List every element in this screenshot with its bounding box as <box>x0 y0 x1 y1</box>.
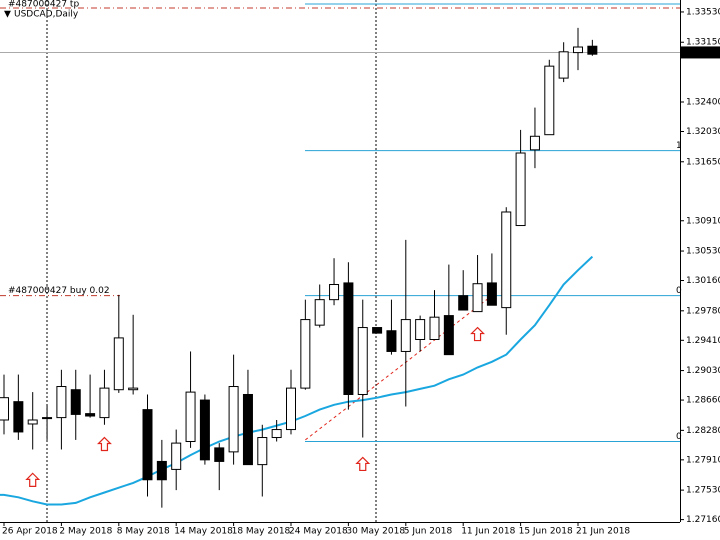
candle-body <box>242 393 253 466</box>
candle-body <box>443 315 454 356</box>
candle-body <box>458 295 469 311</box>
y-tick-label: 1.33530 <box>686 7 720 17</box>
candle-body <box>27 419 38 425</box>
candle-body <box>573 46 583 54</box>
bid-tag <box>681 46 720 59</box>
candle-body <box>56 386 67 419</box>
y-tick-label: 1.30530 <box>686 247 720 257</box>
candle-body <box>199 399 210 461</box>
y-tick-label: 1.32030 <box>686 127 720 137</box>
x-tick-label: 8 May 2018 <box>117 527 170 537</box>
candle-body <box>501 211 512 309</box>
y-tick-label: 1.30160 <box>686 276 720 286</box>
x-tick-label: 2 May 2018 <box>59 527 112 537</box>
y-tick-label: 1.33150 <box>686 38 720 48</box>
candle-body <box>343 282 354 395</box>
y-tick-label: 1.32400 <box>686 98 720 108</box>
candle-body <box>0 397 9 421</box>
candle-body <box>142 409 153 481</box>
candle-body <box>113 337 124 391</box>
candle-body <box>185 391 196 443</box>
y-tick-label: 1.27530 <box>686 486 720 496</box>
x-tick-label: 18 May 2018 <box>232 527 291 537</box>
x-tick-label: 24 May 2018 <box>289 527 348 537</box>
tp-label: #487000427 tp <box>8 0 79 9</box>
candle-body <box>42 417 53 420</box>
candle-body <box>386 330 397 352</box>
order-label: #487000427 buy 0.02 <box>8 286 110 296</box>
x-tick-label: 30 May 2018 <box>346 527 405 537</box>
candle-body <box>70 389 81 415</box>
y-tick-label: 1.29030 <box>686 366 720 376</box>
candle-body <box>372 327 383 334</box>
x-tick-label: 5 Jun 2018 <box>404 527 453 537</box>
symbol-icon: ▼ <box>4 10 11 20</box>
y-tick-label: 1.31650 <box>686 157 720 167</box>
x-tick-label: 26 Apr 2018 <box>2 527 58 537</box>
x-tick-label: 14 May 2018 <box>174 527 233 537</box>
y-tick-label: 1.30910 <box>686 216 720 226</box>
candle-body <box>228 386 239 453</box>
candle-body <box>300 319 311 389</box>
candle-body <box>156 460 167 481</box>
up-arrow <box>97 436 112 452</box>
candle-body <box>529 135 540 151</box>
candle-body <box>486 282 497 306</box>
up-arrow <box>355 456 371 472</box>
candle-body <box>257 437 268 466</box>
y-tick-label: 1.29780 <box>686 306 720 316</box>
y-tick-label: 1.29410 <box>686 336 720 346</box>
candle-body <box>214 447 225 462</box>
candle-body <box>357 327 368 395</box>
candle-body <box>171 442 182 470</box>
candle-body <box>472 283 483 313</box>
candle-body <box>271 429 282 439</box>
y-tick-label: 1.28280 <box>686 426 720 436</box>
candle-body <box>99 387 110 419</box>
x-tick-label: 21 Jun 2018 <box>576 527 630 537</box>
candle-body <box>544 65 555 136</box>
candle-body <box>85 413 96 417</box>
level-label: 0 <box>676 286 682 296</box>
y-tick-label: 1.28660 <box>686 396 720 406</box>
candle-body <box>429 316 440 340</box>
chart-title: USDCAD,Daily <box>14 10 79 20</box>
level-label: 0 <box>676 432 682 442</box>
y-tick-label: 1.27160 <box>686 515 720 525</box>
candle-body <box>13 401 24 433</box>
candle-body <box>128 387 139 391</box>
candle-body <box>314 299 325 326</box>
candle-body <box>329 284 340 301</box>
bid-label: 1.33022 <box>686 48 720 58</box>
level-label: 1 <box>676 141 682 151</box>
candle-body <box>400 319 411 352</box>
candle-body <box>286 387 296 431</box>
candle-body <box>587 45 598 55</box>
candle-body <box>415 319 426 340</box>
x-tick-label: 11 Jun 2018 <box>461 527 515 537</box>
candle-body <box>515 152 526 227</box>
x-tick-label: 15 Jun 2018 <box>519 527 573 537</box>
up-arrow <box>25 472 41 487</box>
up-arrow <box>470 326 485 342</box>
candle-body <box>558 51 569 79</box>
y-tick-label: 1.27910 <box>686 455 720 465</box>
